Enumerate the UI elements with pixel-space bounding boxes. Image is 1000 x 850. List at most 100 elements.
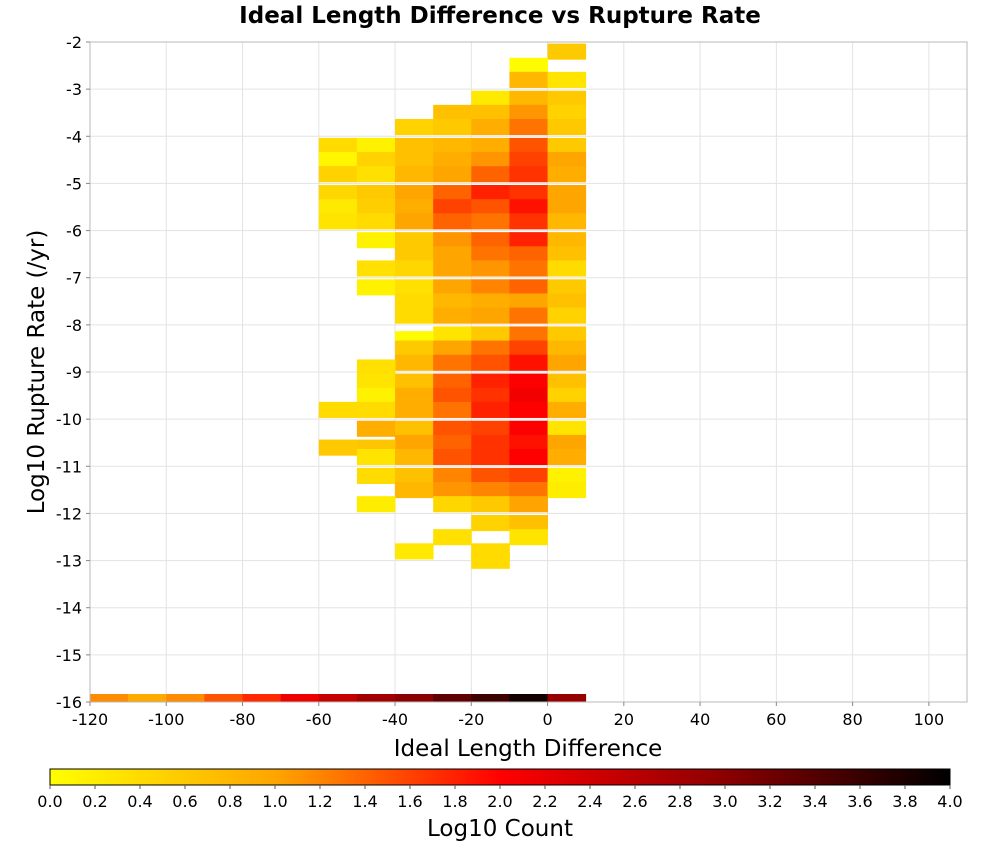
heatmap-cell [395, 373, 434, 390]
colorbar [49, 768, 951, 786]
heatmap-cell [509, 90, 548, 107]
colorbar-ticks: 0.0 0.2 0.4 0.6 0.8 1.0 1.2 1.4 1.6 1.8 2.0 2.2 2.4 2… [37, 785, 963, 811]
heatmap-cell [509, 152, 548, 169]
heatmap-cell [471, 515, 510, 532]
heatmap-cell [318, 213, 358, 230]
heatmap-cell [547, 387, 587, 404]
heatmap-cell [547, 293, 587, 310]
heatmap-cell [509, 373, 548, 390]
heatmap-cell [90, 694, 129, 703]
colorbar-tick-label: 3.8 [892, 792, 917, 811]
heatmap-cell [395, 137, 434, 154]
heatmap-cell [395, 246, 434, 263]
heatmap-cell [471, 552, 510, 569]
y-tick-label: -2 [66, 33, 82, 52]
colorbar-tick-label: 3.4 [802, 792, 827, 811]
heatmap-cell [395, 387, 434, 404]
heatmap-cell [509, 401, 548, 418]
x-tick-label: -120 [72, 710, 108, 729]
heatmap-cell [433, 496, 472, 513]
heatmap-cell [509, 71, 548, 88]
heatmap-cell [547, 420, 587, 437]
chart-title: Ideal Length Difference vs Rupture Rate [239, 3, 761, 29]
colorbar-tick-label: 2.2 [532, 792, 557, 811]
y-tick-label: -11 [56, 457, 82, 476]
heatmap-cell [471, 694, 510, 703]
heatmap-cell [547, 213, 587, 230]
heatmap-cell [547, 449, 587, 466]
heatmap-cell [433, 119, 472, 136]
colorbar-tick-label: 0.8 [217, 792, 242, 811]
heatmap-cell [433, 246, 472, 263]
heatmap-cell [318, 694, 358, 703]
heatmap-cell [395, 449, 434, 466]
heatmap-cell [433, 307, 472, 324]
heatmap-cell [433, 279, 472, 296]
y-axis-label: Log10 Rupture Rate (/yr) [24, 230, 50, 515]
heatmap-cell [395, 307, 434, 324]
heatmap-cell [547, 232, 587, 249]
heatmap-cell [204, 694, 243, 703]
heatmap-cell [471, 90, 510, 107]
heatmap-cell [433, 434, 472, 451]
heatmap-cell [433, 213, 472, 230]
heatmap-cell [471, 166, 510, 183]
heatmap-cell [547, 373, 587, 390]
y-tick-label: -13 [56, 552, 82, 571]
heatmap-cell [433, 166, 472, 183]
heatmap-cell [547, 307, 587, 324]
heatmap-cell [547, 90, 587, 107]
heatmap-cell [509, 185, 548, 202]
x-tick-label: 80 [842, 710, 862, 729]
heatmap-cell [433, 137, 472, 154]
heatmap-cell [471, 482, 510, 499]
heatmap-cell [433, 354, 472, 371]
heatmap-cell [471, 340, 510, 357]
heatmap-cell [356, 213, 396, 230]
heatmap-cell [433, 185, 472, 202]
heatmap-cell [395, 293, 434, 310]
heatmap-cell [318, 401, 358, 418]
x-tick-label: 0 [542, 710, 552, 729]
colorbar-tick-label: 3.0 [712, 792, 737, 811]
heatmap-cell [433, 340, 472, 357]
colorbar-tick-label: 1.2 [307, 792, 332, 811]
heatmap-cell [356, 387, 396, 404]
colorbar-tick-label: 0.0 [37, 792, 62, 811]
heatmap-cell [471, 449, 510, 466]
colorbar-tick-label: 3.2 [757, 792, 782, 811]
heatmap-cell [395, 694, 434, 703]
heatmap-cell [395, 467, 434, 484]
heatmap-cell [547, 152, 587, 169]
colorbar-tick-label: 0.4 [127, 792, 152, 811]
heatmap-cell [242, 694, 282, 703]
heatmap-cell [509, 387, 548, 404]
heatmap-cell [318, 439, 358, 456]
heatmap-cell [356, 199, 396, 216]
heatmap-cell [356, 279, 396, 296]
heatmap-cell [318, 199, 358, 216]
heatmap-cell [471, 279, 510, 296]
heatmap-cell [395, 166, 434, 183]
heatmap-cell [509, 529, 548, 546]
heatmap-cell [509, 293, 548, 310]
heatmap-cell [433, 387, 472, 404]
heatmap-cell [395, 119, 434, 136]
heatmap-cell [395, 185, 434, 202]
y-tick-label: -6 [66, 222, 82, 241]
heatmap-cell [395, 152, 434, 169]
heatmap-cell [356, 166, 396, 183]
heatmap-cell [547, 340, 587, 357]
heatmap-cell [471, 293, 510, 310]
y-tick-label: -8 [66, 316, 82, 335]
heatmap-cell [395, 420, 434, 437]
heatmap-cell [509, 246, 548, 263]
heatmap-cell [471, 307, 510, 324]
x-axis-label: Ideal Length Difference [394, 736, 663, 762]
y-tick-label: -7 [66, 269, 82, 288]
heatmap-cell [509, 260, 548, 277]
heatmap-cell [356, 232, 396, 249]
heatmap-cell [356, 137, 396, 154]
x-tick-label: 60 [766, 710, 786, 729]
